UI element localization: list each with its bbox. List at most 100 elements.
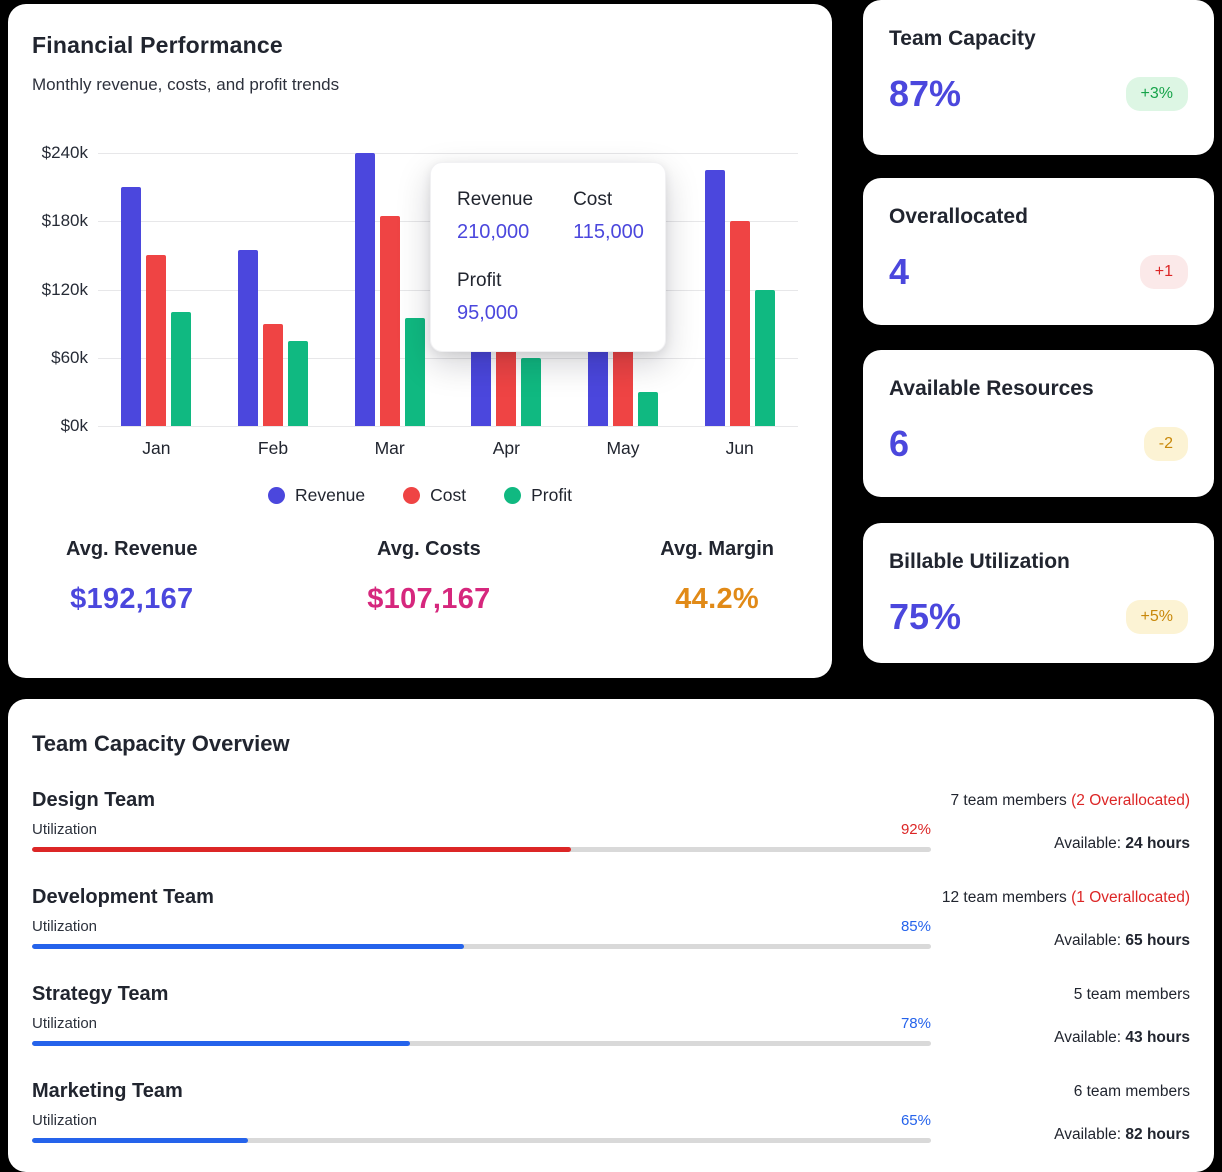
members-line: 7 team members (2 Overallocated): [931, 792, 1191, 810]
profit-bar-may[interactable]: [638, 391, 659, 426]
stat-card-billable-utilization: Billable Utilization 75% +5%: [863, 523, 1214, 663]
team-members-count: 7 team members: [950, 792, 1067, 809]
chart-x-axis: Jan Feb Mar Apr May Jun: [98, 438, 798, 459]
team-row-design: Design Team Utilization 92% 7 team membe…: [32, 789, 1190, 853]
revenue-bar-mar[interactable]: [354, 153, 375, 426]
x-label-jan: Jan: [142, 438, 171, 458]
utilization-bar-fill: [32, 1138, 248, 1143]
bar-group-jun[interactable]: [681, 153, 798, 426]
x-label-feb: Feb: [257, 438, 289, 458]
utilization-percent: 78%: [900, 1015, 931, 1032]
revenue-bar-jun[interactable]: [704, 170, 725, 426]
revenue-bar-feb[interactable]: [238, 249, 258, 426]
team-name: Development Team: [32, 886, 214, 908]
team-info-block: 12 team members (1 Overallocated) Availa…: [931, 886, 1190, 950]
profit-bar-jan[interactable]: [171, 312, 192, 426]
legend-label-profit: Profit: [531, 485, 572, 505]
stat-title: Billable Utilization: [889, 550, 1070, 573]
y-tick-60k: $60k: [51, 347, 88, 367]
stat-value: 4: [889, 251, 910, 292]
team-info-block: 7 team members (2 Overallocated) Availab…: [931, 789, 1191, 853]
profit-bar-mar[interactable]: [404, 317, 425, 426]
trend-badge: +3%: [1125, 77, 1188, 111]
available-hours: 24 hours: [1125, 835, 1190, 852]
trend-badge: +5%: [1125, 600, 1188, 634]
available-line: Available: 65 hours: [931, 932, 1190, 950]
avg-costs-label: Avg. Costs: [377, 538, 481, 560]
utilization-label: Utilization: [32, 1112, 98, 1129]
stat-value: 75%: [889, 596, 962, 637]
team-row-marketing: Marketing Team Utilization 65% 6 team me…: [32, 1080, 1190, 1144]
tooltip-cost-value: 115,000: [573, 221, 644, 243]
legend-item-revenue[interactable]: Revenue: [268, 485, 365, 506]
cost-bar-may[interactable]: [613, 340, 634, 426]
profit-bar-apr[interactable]: [521, 357, 542, 426]
utilization-label: Utilization: [32, 1015, 98, 1032]
available-label: Available:: [1054, 835, 1122, 852]
profit-bar-jun[interactable]: [754, 289, 775, 426]
tooltip-cost-label: Cost: [573, 189, 613, 210]
utilization-bar-fill: [32, 944, 464, 949]
gridline: [98, 357, 798, 359]
trend-badge: -2: [1143, 427, 1188, 461]
stat-value: 6: [889, 423, 910, 464]
legend-item-profit[interactable]: Profit: [504, 485, 572, 506]
members-line: 12 team members (1 Overallocated): [931, 889, 1190, 907]
cost-bar-jan[interactable]: [146, 255, 167, 426]
y-tick-240k: $240k: [41, 143, 88, 162]
utilization-label: Utilization: [32, 821, 98, 838]
bar-group-feb[interactable]: [215, 153, 332, 426]
cost-bar-feb[interactable]: [263, 323, 283, 426]
utilization-bar-track: [32, 944, 931, 949]
chart-legend: Revenue Cost Profit: [32, 485, 808, 506]
legend-label-cost: Cost: [430, 485, 467, 505]
cost-bar-mar[interactable]: [379, 215, 400, 426]
tooltip-revenue-label: Revenue: [457, 189, 534, 210]
y-tick-180k: $180k: [41, 211, 88, 231]
legend-label-revenue: Revenue: [295, 485, 366, 505]
bar-group-jan[interactable]: [98, 153, 215, 426]
financial-subtitle: Monthly revenue, costs, and profit trend…: [32, 75, 340, 94]
stat-title: Team Capacity: [889, 27, 1036, 50]
utilization-label: Utilization: [32, 918, 98, 935]
team-members-count: 5 team members: [1073, 986, 1190, 1003]
utilization-percent: 85%: [900, 918, 931, 935]
utilization-line: Utilization 65%: [32, 1112, 931, 1129]
utilization-block: Marketing Team Utilization 65%: [32, 1080, 931, 1144]
stat-title: Available Resources: [889, 377, 1094, 400]
avg-margin-stat: Avg. Margin 44.2%: [660, 538, 774, 616]
cost-legend-dot-icon: [403, 487, 421, 504]
bar-group-mar[interactable]: [331, 153, 448, 426]
profit-bar-feb[interactable]: [288, 340, 308, 426]
members-line: 6 team members: [931, 1083, 1190, 1101]
available-hours: 65 hours: [1125, 932, 1190, 949]
bar-group-may[interactable]: [565, 153, 682, 426]
trend-badge: +1: [1139, 255, 1188, 289]
x-label-jun: Jun: [725, 438, 754, 458]
tooltip-revenue: Revenue 210,000: [457, 189, 533, 244]
available-label: Available:: [1054, 932, 1122, 949]
utilization-line: Utilization 92%: [32, 821, 931, 838]
team-info-block: 6 team members Available: 82 hours: [931, 1080, 1190, 1144]
avg-margin-label: Avg. Margin: [660, 538, 774, 560]
team-overallocated: (2 Overallocated): [1071, 792, 1190, 809]
x-label-mar: Mar: [374, 438, 405, 458]
y-tick-0k: $0k: [60, 416, 88, 435]
revenue-cost-profit-chart: $240k $180k $120k $60k $0k: [32, 143, 798, 435]
utilization-line: Utilization 78%: [32, 1015, 931, 1032]
financial-performance-card: Financial Performance Monthly revenue, c…: [8, 4, 832, 678]
avg-costs-stat: Avg. Costs $107,167: [367, 538, 490, 616]
available-label: Available:: [1054, 1029, 1122, 1046]
stat-card-available-resources: Available Resources 6 -2: [863, 350, 1214, 497]
revenue-bar-jan[interactable]: [121, 187, 142, 426]
team-name: Strategy Team: [32, 983, 169, 1005]
available-hours: 82 hours: [1125, 1126, 1190, 1143]
revenue-bar-may[interactable]: [588, 335, 609, 426]
available-line: Available: 82 hours: [931, 1126, 1190, 1144]
cost-bar-jun[interactable]: [729, 221, 750, 426]
team-row-development: Development Team Utilization 85% 12 team…: [32, 886, 1190, 950]
legend-item-cost[interactable]: Cost: [403, 485, 466, 506]
utilization-line: Utilization 85%: [32, 918, 931, 935]
team-members-count: 12 team members: [941, 889, 1067, 906]
utilization-bar-track: [32, 1041, 931, 1046]
